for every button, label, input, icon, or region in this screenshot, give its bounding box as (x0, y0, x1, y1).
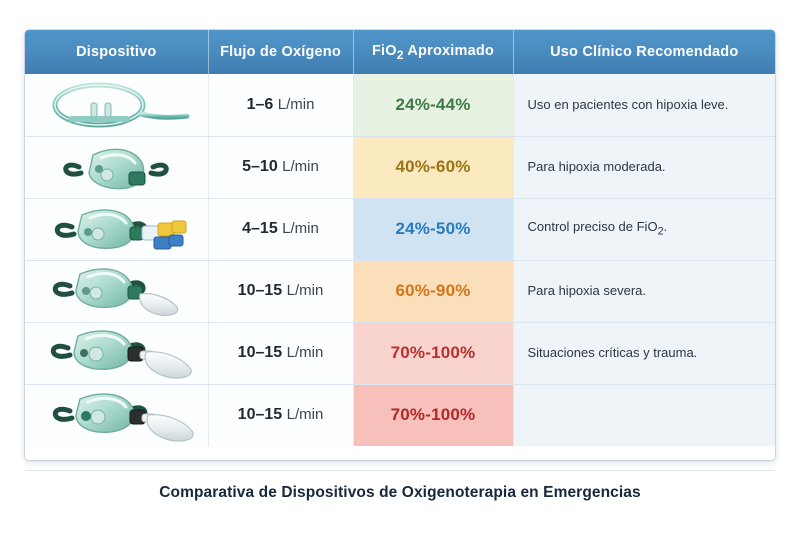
device-cell (25, 322, 209, 385)
column-header-flow: Flujo de Oxígeno (208, 30, 354, 74)
column-header-use: Uso Clínico Recomendado (513, 30, 775, 74)
clinical-use-cell: Control preciso de FiO2. (513, 198, 775, 261)
flow-cell: 10–15 L/min (208, 322, 354, 385)
flow-cell: 10–15 L/min (208, 260, 354, 323)
flow-cell: 5–10 L/min (208, 136, 354, 199)
header-row: Dispositivo Flujo de Oxígeno FiO2 Aproxi… (25, 30, 775, 74)
device-cell (25, 74, 209, 137)
venturi-mask-icon (25, 201, 208, 257)
flow-cell: 1–6 L/min (208, 74, 354, 137)
figure-caption: Comparativa de Dispositivos de Oxigenote… (159, 484, 641, 501)
fio2-cell: 24%-50% (353, 198, 514, 261)
fio2-cell: 40%-60% (353, 136, 514, 199)
flow-unit: L/min (282, 220, 319, 237)
table-row: 10–15 L/min 60%-90% Para hipoxia severa. (25, 260, 775, 323)
caption-divider (25, 470, 775, 471)
clinical-use-cell (513, 384, 775, 446)
table-row: 5–10 L/min 40%-60% Para hipoxia moderada… (25, 136, 775, 199)
flow-unit: L/min (286, 282, 324, 299)
nasal-cannula-icon (25, 78, 208, 132)
flow-value: 10–15 (237, 344, 283, 361)
fio2-cell: 70%-100% (353, 384, 514, 446)
flow-value: 1–6 (246, 95, 274, 113)
flow-cell: 10–15 L/min (208, 384, 354, 446)
device-cell (25, 260, 209, 323)
table-header: Dispositivo Flujo de Oxígeno FiO2 Aproxi… (25, 30, 775, 74)
table-row: 4–15 L/min 24%-50% Control preciso de Fi… (25, 198, 775, 261)
fio2-cell: 60%-90% (353, 260, 514, 323)
flow-unit: L/min (277, 95, 315, 113)
flow-unit: L/min (286, 406, 324, 424)
comparison-table-card: Dispositivo Flujo de Oxígeno FiO2 Aproxi… (25, 30, 775, 460)
device-cell (25, 384, 209, 446)
flow-value: 10–15 (237, 282, 283, 299)
caption-area: Comparativa de Dispositivos de Oxigenote… (25, 470, 775, 502)
fio2-cell: 24%-44% (353, 74, 514, 137)
clinical-use-cell: Uso en pacientes con hipoxia leve. (513, 74, 775, 137)
clinical-use-cell: Para hipoxia severa. (513, 260, 775, 323)
column-header-fio2: FiO2 Aproximado (353, 30, 514, 74)
table-row: 1–6 L/min 24%-44% Uso en pacientes con h… (25, 74, 775, 137)
table-row: 10–15 L/min 70%-100% (25, 384, 775, 446)
flow-value: 10–15 (237, 406, 283, 424)
simple-face-mask-icon (25, 139, 208, 195)
partial-rebreather-mask-icon (25, 262, 208, 320)
column-header-device: Dispositivo (25, 30, 209, 74)
table-row: 10–15 L/min 70%-100% Situaciones crítica… (25, 322, 775, 385)
reservoir-bag-mask-icon (25, 386, 208, 444)
flow-unit: L/min (286, 344, 324, 361)
fio2-cell: 70%-100% (353, 322, 514, 385)
flow-cell: 4–15 L/min (208, 198, 354, 261)
clinical-use-cell: Situaciones críticas y trauma. (513, 322, 775, 385)
clinical-use-cell: Para hipoxia moderada. (513, 136, 775, 199)
flow-value: 4–15 (242, 220, 278, 237)
flow-value: 5–10 (242, 158, 278, 175)
device-cell (25, 198, 209, 261)
table-body: 1–6 L/min 24%-44% Uso en pacientes con h… (25, 74, 775, 446)
device-cell (25, 136, 209, 199)
flow-unit: L/min (282, 158, 319, 175)
oxygen-device-table: Dispositivo Flujo de Oxígeno FiO2 Aproxi… (25, 30, 775, 446)
non-rebreather-mask-icon (25, 324, 208, 382)
